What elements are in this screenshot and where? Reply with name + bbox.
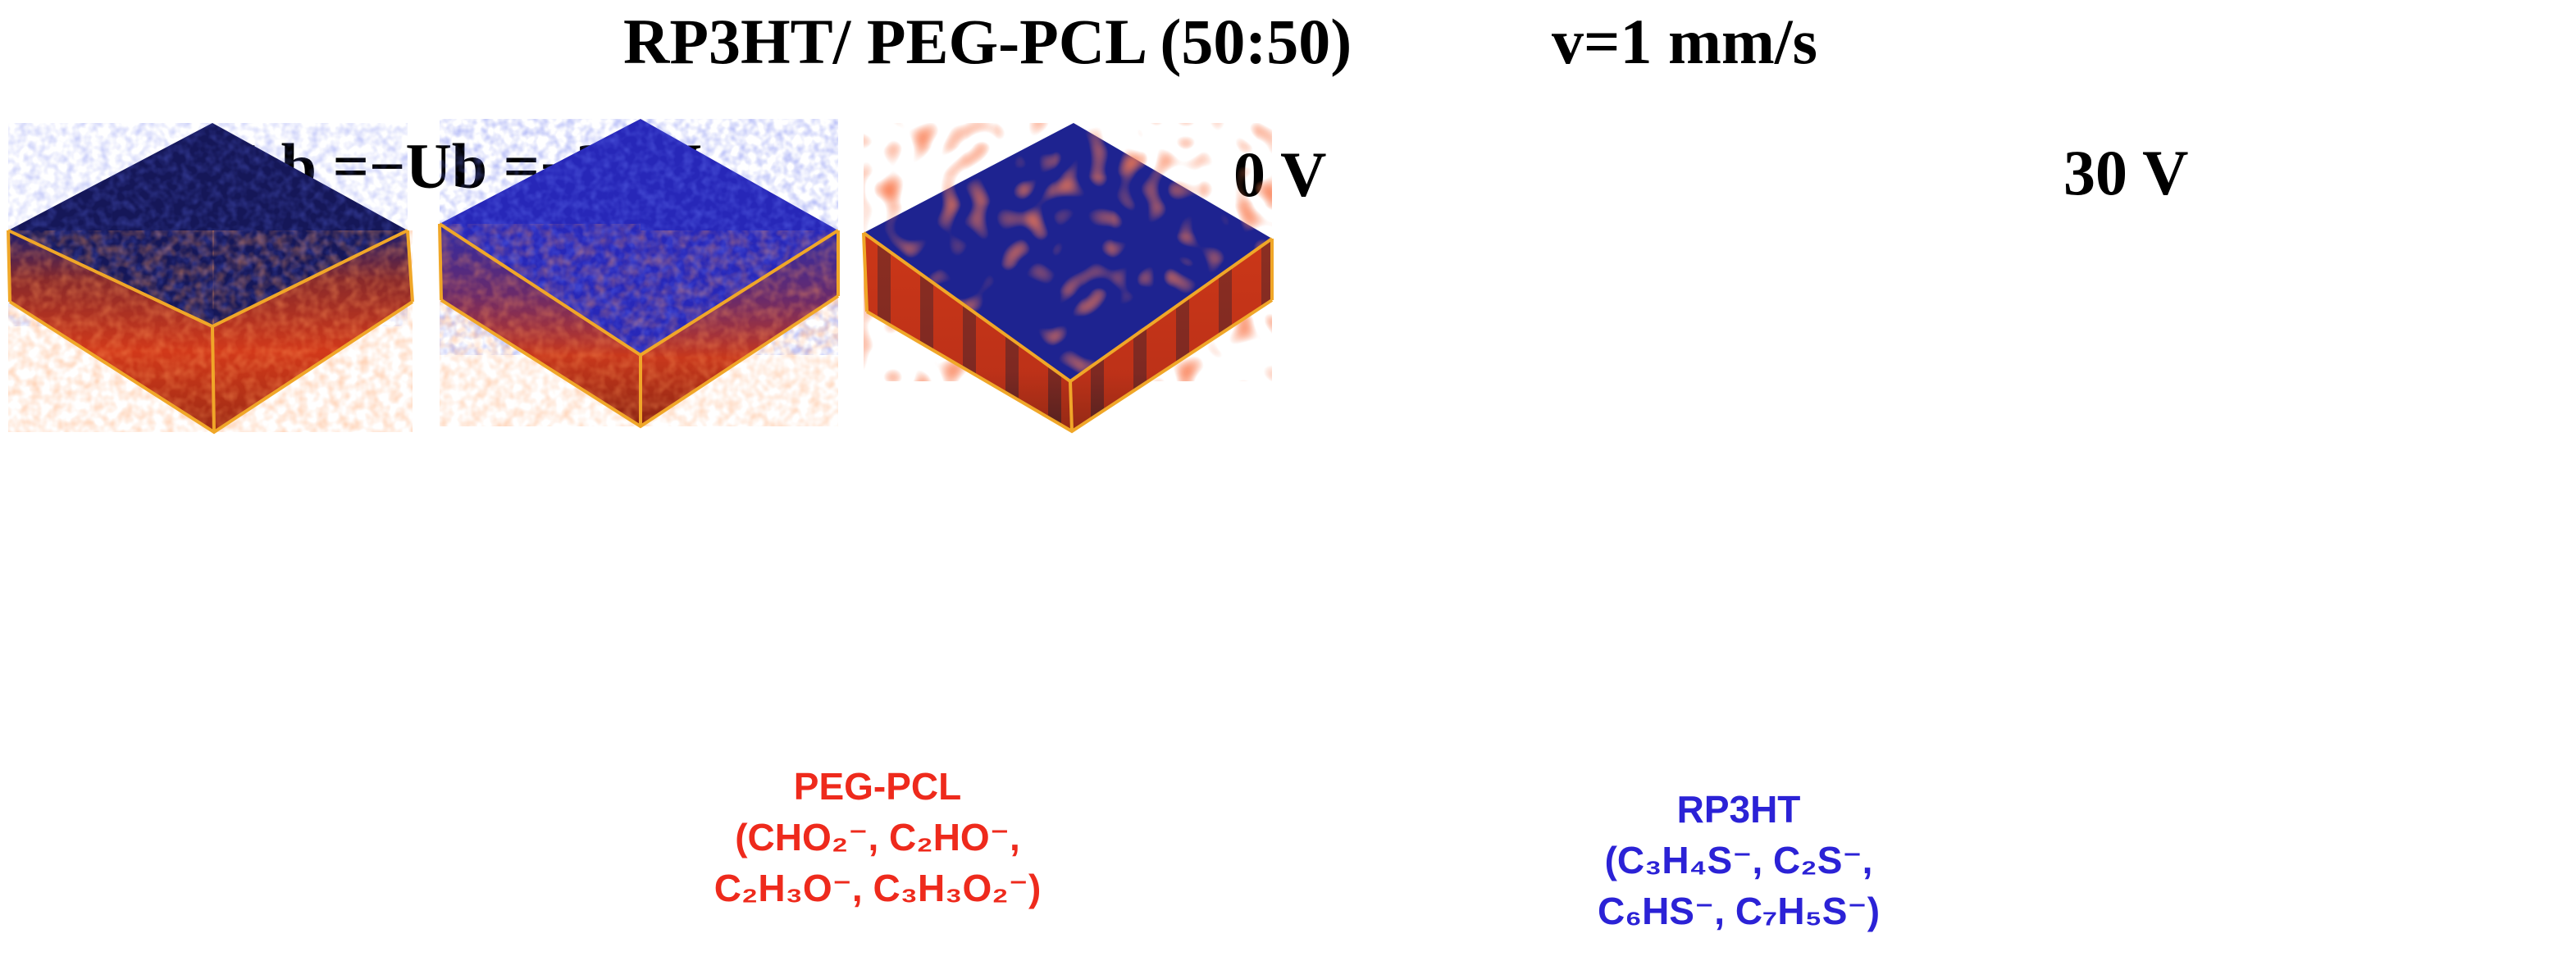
cube-0v [438, 119, 840, 429]
legend-rp3ht-ions-2: C₆HS⁻, C₇H₅S⁻) [1597, 890, 1881, 932]
panel-label-0v: 0 V [1233, 139, 1327, 210]
legend-peg-pcl: PEG-PCL (CHO₂⁻, C₂HO⁻, C₂H₃O⁻, C₃H₃O₂⁻) [672, 761, 1083, 913]
legend-rp3ht-name: RP3HT [1676, 788, 1801, 831]
legend-peg-pcl-name: PEG-PCL [793, 765, 962, 808]
legend-peg-pcl-ions-1: (CHO₂⁻, C₂HO⁻, [735, 816, 1020, 858]
legend-peg-pcl-ions-2: C₂H₃O⁻, C₃H₃O₂⁻) [714, 867, 1042, 909]
legend-rp3ht: RP3HT (C₃H₄S⁻, C₂S⁻, C₆HS⁻, C₇H₅S⁻) [1542, 784, 1935, 936]
panel-label-30v: 30 V [2063, 137, 2189, 208]
cube-minus30v [7, 123, 414, 435]
figure-title: RP3HT/ PEG-PCL (50:50) [623, 6, 1352, 77]
speed-label: v=1 mm/s [1552, 6, 1817, 77]
cube-30v [862, 123, 1274, 434]
legend-rp3ht-ions-1: (C₃H₄S⁻, C₂S⁻, [1604, 839, 1873, 881]
